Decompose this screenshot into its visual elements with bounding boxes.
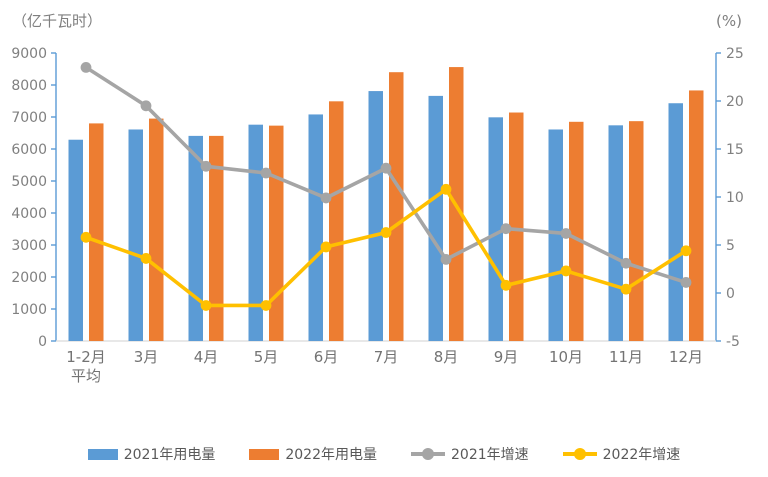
legend-label: 2022年增速	[602, 447, 681, 463]
left-axis-tick-label: 1000	[11, 302, 47, 318]
right-axis-tick-label: 0	[726, 286, 735, 302]
marker-2021年增速	[380, 162, 392, 174]
right-axis-tick-label: -5	[726, 334, 740, 350]
left-axis-tick-label: 3000	[11, 238, 47, 254]
marker-2022年增速	[380, 227, 392, 238]
legend-line-swatch	[411, 448, 445, 460]
x-axis-label: 6月	[314, 348, 339, 366]
legend-label: 2022年用电量	[285, 447, 377, 463]
bar-2021年用电量	[368, 91, 383, 341]
bar-2022年用电量	[209, 135, 224, 341]
right-axis-tick-label: 10	[726, 190, 744, 206]
marker-2022年增速	[320, 241, 332, 253]
marker-2022年增速	[680, 245, 692, 257]
left-axis-tick-label: 7000	[11, 110, 47, 126]
bar-2021年用电量	[248, 124, 263, 342]
marker-2022年增速	[80, 231, 92, 243]
bar-2022年用电量	[509, 112, 524, 342]
bar-2022年用电量	[329, 101, 344, 341]
x-axis-label: 10月	[549, 348, 583, 366]
bar-2021年用电量	[308, 114, 323, 341]
line-2021年增速	[85, 65, 687, 285]
marker-2021年增速	[80, 62, 92, 73]
left-axis-tick-label: 5000	[11, 174, 47, 190]
bar-2022年用电量	[629, 121, 644, 341]
x-axis-label: 9月	[494, 348, 519, 366]
legend-bar-swatch	[249, 448, 280, 460]
left-axis-tick-label: 0	[38, 334, 47, 350]
left-axis-tick-label: 6000	[11, 142, 47, 158]
legend-label: 2021年用电量	[123, 447, 216, 463]
bar-2021年用电量	[608, 125, 623, 341]
left-axis-tick-label: 9000	[11, 46, 47, 62]
legend-line-swatch	[562, 448, 597, 460]
chart-canvas: 9000 8000 7000 6000 5000 4000 3000 2000 1000 0 25 2…	[11, 46, 744, 385]
x-axis-label: 8月	[434, 348, 459, 366]
legend-item-2021年增速: 2021年增速	[411, 444, 529, 464]
bar-2021年用电量	[548, 129, 563, 341]
bar-2022年用电量	[569, 121, 584, 341]
x-axis-label: 3月	[134, 348, 159, 366]
bar-2022年用电量	[89, 123, 104, 342]
legend-label: 2021年增速	[451, 447, 529, 463]
marker-2022年增速	[260, 300, 272, 311]
bar-2022年用电量	[269, 125, 284, 341]
marker-2021年增速	[620, 257, 632, 269]
left-axis-tick-label: 8000	[11, 78, 47, 94]
right-axis-tick-label: 25	[726, 46, 744, 62]
marker-2022年增速	[560, 265, 572, 277]
marker-2021年增速	[200, 160, 212, 172]
bar-2022年用电量	[689, 90, 704, 341]
marker-2022年增速	[500, 279, 512, 291]
bar-2022年用电量	[149, 118, 164, 341]
x-axis-label: 5月	[254, 348, 279, 366]
marker-2021年增速	[440, 254, 452, 265]
bar-2021年用电量	[188, 135, 203, 341]
left-axis-unit-label: （亿千瓦时）	[12, 12, 103, 30]
right-axis-tick-label: 5	[726, 238, 735, 254]
x-axis-label: 11月	[609, 348, 643, 366]
right-axis-tick-label: 20	[726, 94, 744, 110]
legend-item-2022年增速: 2022年增速	[562, 444, 681, 464]
legend-line-marker	[573, 448, 586, 460]
x-axis-label: 12月	[669, 348, 703, 366]
legend-item-2022年用电量: 2022年用电量	[249, 444, 377, 464]
bar-2021年用电量	[68, 139, 83, 341]
x-axis-label: 1-2月	[66, 348, 106, 366]
marker-2021年增速	[260, 167, 272, 179]
legend-line-marker	[422, 448, 434, 460]
chart-legend: 2021年用电量 2022年用电量 2021年增速 2022年增速	[0, 444, 768, 464]
bar-2022年用电量	[389, 72, 404, 341]
marker-2022年增速	[440, 183, 452, 195]
marker-2021年增速	[140, 100, 152, 112]
x-axis-label: 4月	[194, 348, 219, 366]
left-axis-tick-label: 4000	[11, 206, 47, 222]
bar-2021年用电量	[488, 117, 503, 341]
legend-item-2021年用电量: 2021年用电量	[87, 444, 216, 464]
marker-2021年增速	[500, 223, 512, 235]
marker-2022年增速	[620, 283, 632, 295]
x-axis-label: 7月	[374, 348, 399, 366]
marker-2021年增速	[560, 228, 572, 239]
x-axis-label: 平均	[71, 367, 101, 385]
marker-2021年增速	[680, 277, 692, 288]
right-axis-unit-label: (%)	[716, 12, 742, 30]
bar-2021年用电量	[668, 103, 683, 342]
marker-2021年增速	[320, 192, 332, 204]
bar-2021年用电量	[428, 95, 443, 341]
marker-2022年增速	[200, 300, 212, 311]
marker-2022年增速	[140, 253, 152, 264]
legend-bar-swatch	[87, 448, 118, 460]
left-axis-tick-label: 2000	[11, 270, 47, 286]
right-axis-tick-label: 15	[726, 142, 744, 158]
bar-2021年用电量	[128, 129, 143, 341]
